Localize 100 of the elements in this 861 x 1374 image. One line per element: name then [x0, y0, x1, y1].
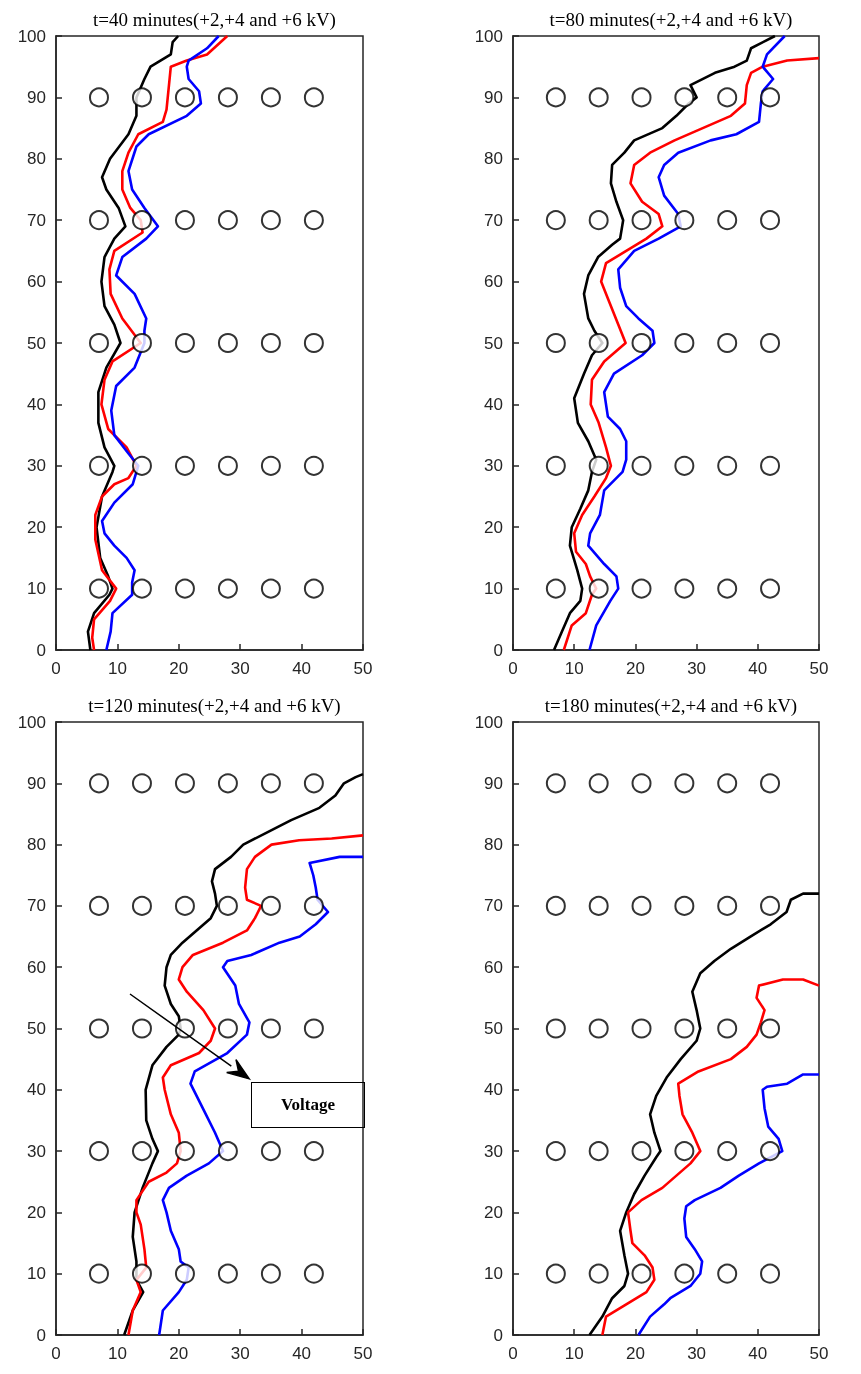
point — [545, 773, 566, 794]
point — [760, 1263, 781, 1284]
point — [174, 210, 195, 231]
x-tick-label: 20 — [625, 1344, 645, 1363]
point — [545, 895, 566, 916]
point — [760, 1141, 781, 1162]
point — [545, 87, 566, 108]
y-tick-label: 60 — [27, 957, 46, 977]
point — [131, 1018, 152, 1039]
x-tick-label: 30 — [230, 659, 250, 678]
line-series — [86, 34, 180, 652]
x-tick-label: 0 — [508, 659, 518, 678]
y-tick-label: 70 — [27, 896, 46, 916]
point — [717, 578, 738, 599]
point — [303, 773, 324, 794]
x-tick-label: 20 — [169, 1344, 189, 1363]
y-tick-label: 0 — [36, 640, 46, 660]
y-tick-label: 80 — [484, 149, 503, 169]
x-tick-label: 30 — [230, 1344, 250, 1363]
point — [545, 333, 566, 353]
point — [760, 578, 781, 599]
point — [303, 1018, 324, 1039]
point — [545, 455, 566, 476]
y-tick-label: 50 — [27, 333, 46, 353]
y-tick-label: 30 — [27, 1141, 46, 1161]
point — [588, 1263, 609, 1284]
point — [760, 87, 781, 108]
x-tick-label: 0 — [51, 659, 61, 678]
point — [217, 210, 238, 231]
point — [631, 210, 652, 231]
point — [260, 1141, 281, 1162]
point — [89, 1018, 109, 1039]
point — [588, 1141, 609, 1162]
point — [588, 455, 609, 476]
point — [631, 455, 652, 476]
point — [260, 578, 281, 599]
point — [760, 455, 781, 476]
point — [303, 333, 324, 353]
point — [260, 455, 281, 476]
point — [717, 1141, 738, 1162]
point — [303, 1263, 324, 1284]
y-tick-label: 30 — [484, 1141, 503, 1161]
point — [131, 87, 152, 108]
point — [717, 210, 738, 231]
y-tick-label: 100 — [474, 712, 503, 732]
point — [760, 333, 781, 353]
point — [674, 1018, 695, 1039]
point — [674, 87, 695, 108]
point — [89, 1263, 109, 1284]
y-tick-label: 0 — [493, 640, 503, 660]
point — [760, 1018, 781, 1039]
y-tick-label: 40 — [484, 1080, 503, 1100]
y-tick-label: 10 — [27, 579, 46, 599]
x-tick-label: 40 — [748, 1344, 768, 1363]
point — [588, 895, 609, 916]
point — [260, 895, 281, 916]
y-tick-label: 60 — [484, 957, 503, 977]
y-tick-label: 100 — [17, 712, 46, 732]
y-tick-label: 70 — [484, 210, 503, 230]
point — [217, 1141, 238, 1162]
point — [674, 1141, 695, 1162]
point — [260, 333, 281, 353]
y-tick-label: 50 — [484, 333, 503, 353]
point — [89, 773, 109, 794]
y-tick-label: 90 — [27, 87, 46, 107]
line-series — [552, 34, 777, 652]
y-tick-label: 80 — [27, 149, 46, 169]
point — [674, 773, 695, 794]
point — [89, 895, 109, 916]
x-tick-label: 50 — [353, 659, 373, 678]
y-tick-label: 70 — [27, 210, 46, 230]
y-tick-label: 60 — [484, 272, 503, 292]
point — [260, 1263, 281, 1284]
point — [174, 87, 195, 108]
point — [131, 1263, 152, 1284]
point — [717, 1018, 738, 1039]
x-tick-label: 40 — [292, 1344, 312, 1363]
line-series — [562, 56, 821, 652]
chart-title: t=80 minutes(+2,+4 and +6 kV) — [549, 9, 793, 31]
point — [717, 333, 738, 353]
point — [260, 87, 281, 108]
point — [131, 1141, 152, 1162]
x-tick-label: 10 — [107, 1344, 127, 1363]
point — [217, 455, 238, 476]
point — [760, 210, 781, 231]
point — [588, 333, 609, 353]
y-tick-label: 90 — [484, 87, 503, 107]
y-tick-label: 40 — [27, 1080, 46, 1100]
point — [674, 333, 695, 353]
x-tick-label: 10 — [564, 1344, 584, 1363]
point — [89, 87, 109, 108]
point — [631, 1141, 652, 1162]
point — [89, 1141, 109, 1162]
y-tick-label: 20 — [27, 1202, 46, 1222]
y-tick-label: 100 — [474, 26, 503, 46]
point — [588, 210, 609, 231]
line-series — [637, 1073, 821, 1337]
point — [217, 333, 238, 353]
point — [588, 1018, 609, 1039]
y-tick-label: 60 — [27, 272, 46, 292]
